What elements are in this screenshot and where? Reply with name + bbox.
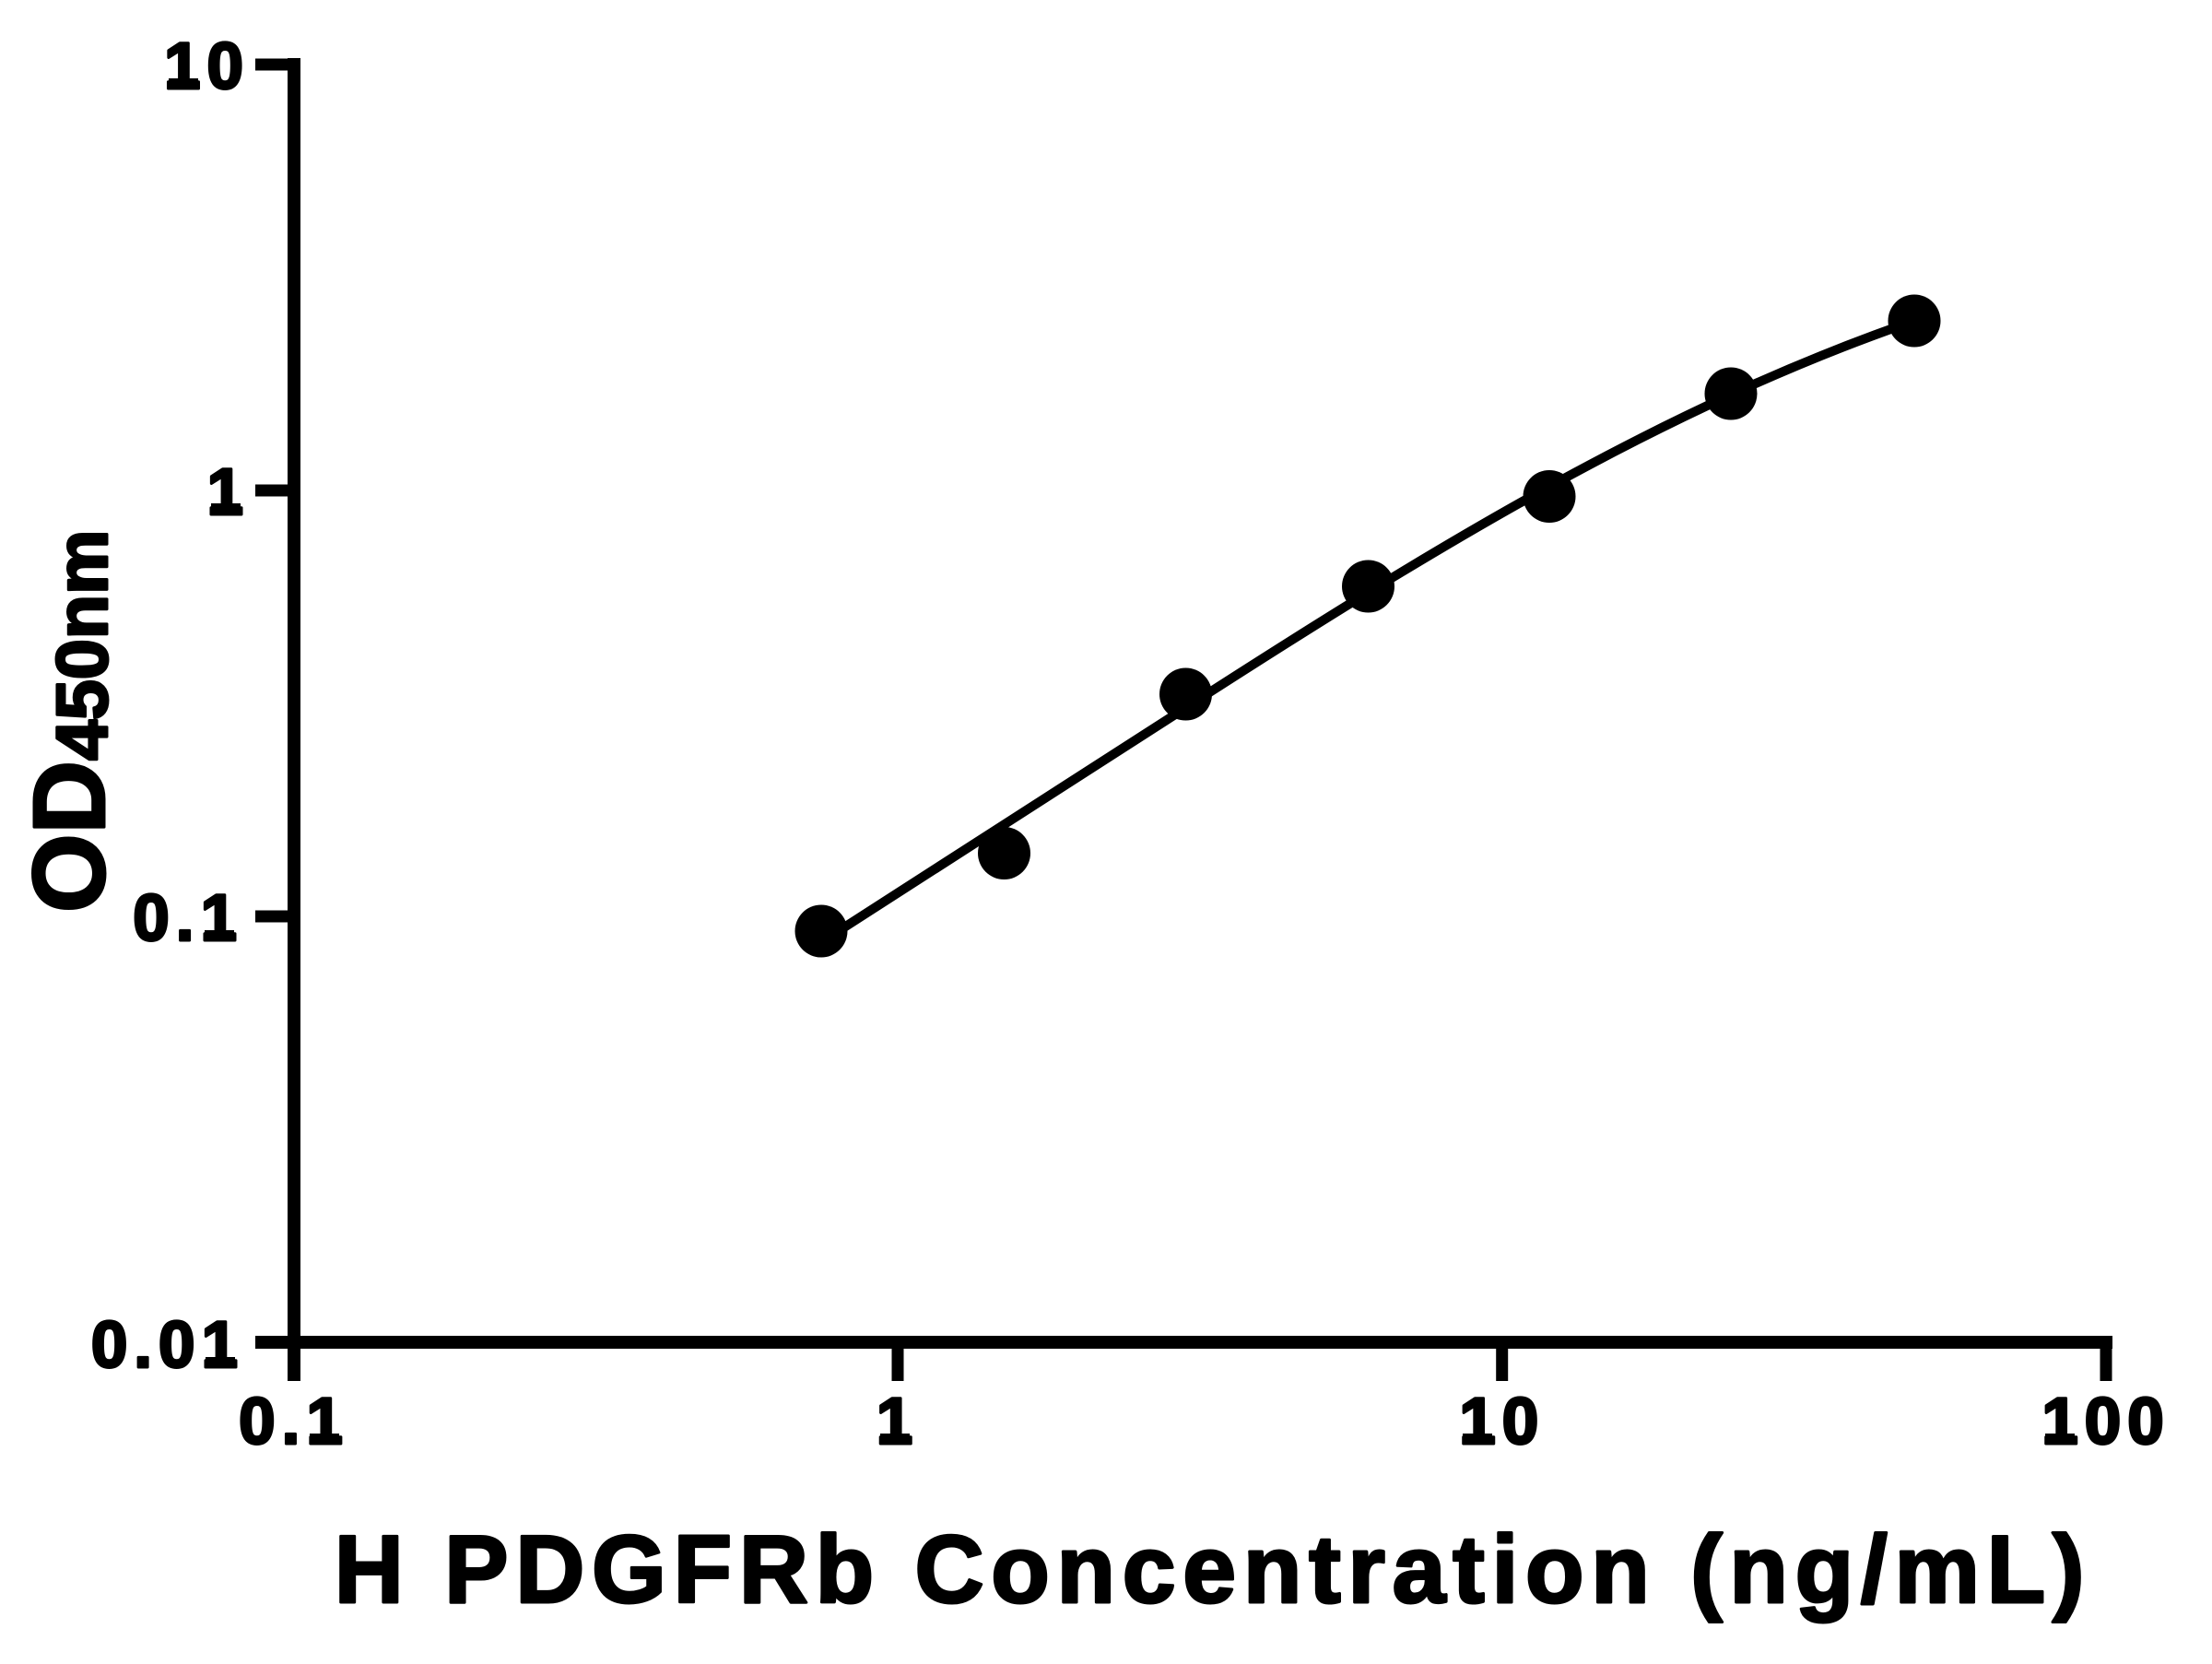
- svg-text:0.01: 0.01: [91, 1309, 244, 1382]
- svg-text:1: 1: [207, 456, 251, 529]
- svg-text:10: 10: [164, 30, 250, 103]
- svg-text:H PDGFRb Concentration (ng/mL): H PDGFRb Concentration (ng/mL): [335, 1516, 2091, 1623]
- svg-text:100: 100: [2041, 1386, 2170, 1458]
- svg-text:0.1: 0.1: [239, 1386, 349, 1458]
- svg-text:1: 1: [877, 1386, 920, 1458]
- svg-text:0.1: 0.1: [133, 882, 243, 955]
- svg-text:10: 10: [1459, 1386, 1545, 1458]
